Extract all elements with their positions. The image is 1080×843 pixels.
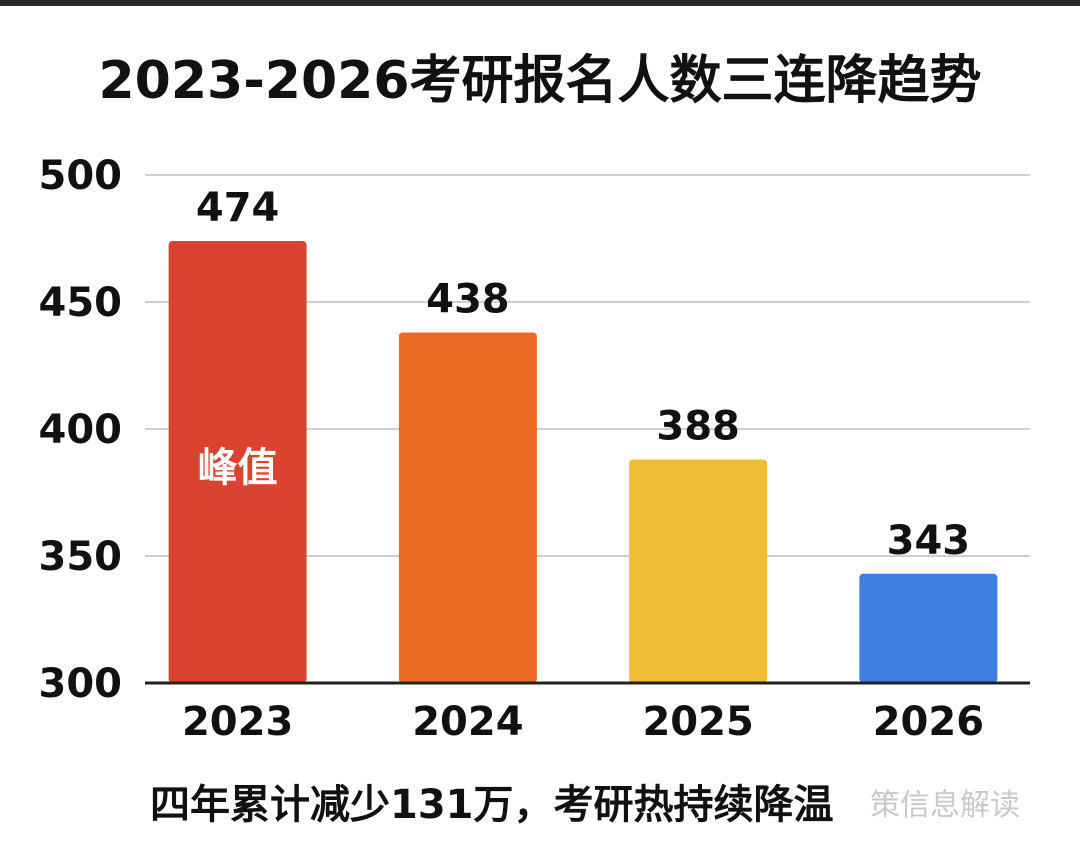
chart-title: 2023-2026考研报名人数三连降趋势 — [98, 51, 982, 111]
footer-caption: 四年累计减少131万，考研热持续降温 — [150, 782, 834, 828]
x-tick-label: 2024 — [412, 699, 523, 745]
y-tick-label: 400 — [39, 407, 123, 453]
data-label: 388 — [656, 403, 740, 449]
y-tick-label: 350 — [39, 534, 123, 580]
x-tick-label: 2023 — [182, 699, 293, 745]
top-frame-border — [0, 0, 1080, 6]
peak-annotation: 峰值 — [198, 445, 278, 491]
watermark-text: 策信息解读 — [870, 788, 1020, 823]
y-tick-label: 300 — [39, 661, 123, 707]
x-tick-label: 2026 — [873, 699, 984, 745]
y-tick-label: 500 — [39, 153, 123, 199]
data-label: 438 — [426, 276, 510, 322]
y-tick-label: 450 — [39, 280, 123, 326]
data-label: 343 — [887, 518, 971, 564]
x-tick-label: 2025 — [642, 699, 753, 745]
bar-2026 — [859, 573, 998, 683]
bar-2025 — [629, 459, 768, 683]
data-label: 474 — [196, 185, 280, 231]
bar-2024 — [398, 332, 537, 683]
bar-2023 — [168, 241, 307, 684]
